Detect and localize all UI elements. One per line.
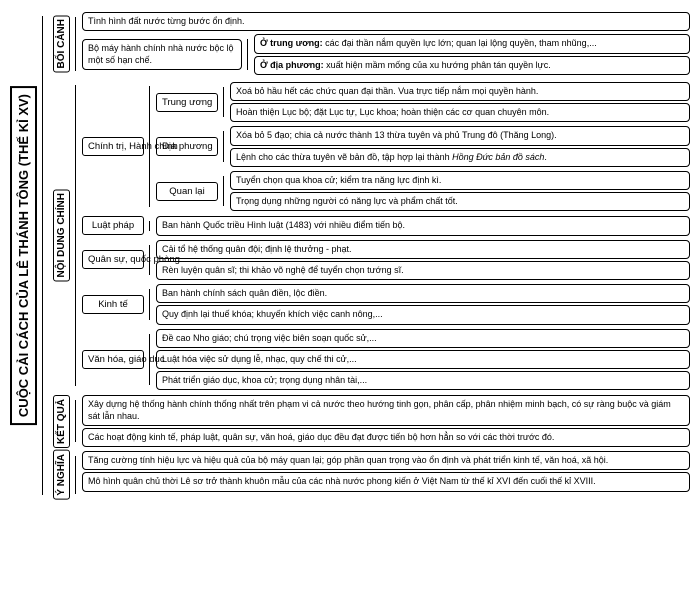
subgroup: Kinh tế: [82, 295, 144, 314]
leaf: Phát triển giáo dục, khoa cử; trọng dụng…: [156, 371, 690, 390]
leaf: Lệnh cho các thừa tuyên vẽ bản đồ, tập h…: [230, 148, 690, 167]
subsub: Quan lại: [156, 182, 218, 201]
leaf: Ban hành Quốc triều Hình luật (1483) với…: [156, 216, 690, 235]
subgroup: Chính trị, Hành chính: [82, 137, 144, 156]
section-title: NỘI DUNG CHÍNH: [53, 189, 70, 281]
leaf: Cải tổ hệ thống quân đội; định lệ thưởng…: [156, 240, 690, 259]
root-title: CUỘC CẢI CÁCH CỦA LÊ THÁNH TÔNG (THẾ KỈ …: [10, 86, 37, 425]
subgroup: Văn hóa, giáo dục: [82, 350, 144, 369]
leaf: Ở địa phương: xuất hiện mầm mống của xu …: [254, 56, 690, 75]
leaf: Các hoạt động kinh tế, pháp luật, quân s…: [82, 428, 690, 447]
leaf: Mô hình quân chủ thời Lê sơ trở thành kh…: [82, 472, 690, 491]
leaf: Quy định lại thuế khóa; khuyến khích việ…: [156, 305, 690, 324]
section-noi-dung-chinh: NỘI DUNG CHÍNH Chính trị, Hành chính Tru…: [53, 79, 690, 393]
leaf: Trọng dụng những người có năng lực và ph…: [230, 192, 690, 211]
leaf: Ban hành chính sách quân điền, lộc điền.: [156, 284, 690, 303]
txt: các đại thần nắm quyền lực lớn; quan lại…: [325, 38, 597, 48]
leaf: Tuyển chọn qua khoa cử; kiểm tra năng lự…: [230, 171, 690, 190]
mindmap-root: CUỘC CẢI CÁCH CỦA LÊ THÁNH TÔNG (THẾ KỈ …: [10, 10, 690, 501]
leaf: Rèn luyện quân sĩ; thi khảo võ nghệ để t…: [156, 261, 690, 280]
section-title: KẾT QUẢ: [53, 395, 70, 448]
section-boi-canh: BỐI CẢNH Tình hình đất nước từng bước ổn…: [53, 11, 690, 77]
section-title: BỐI CẢNH: [53, 15, 70, 72]
section-y-nghia: Ý NGHĨA Tăng cường tính hiệu lực và hiệu…: [53, 450, 690, 500]
leaf: Đề cao Nho giáo; chú trọng việc biên soạ…: [156, 329, 690, 348]
leaf: Xoá bỏ hầu hết các chức quan đại thần. V…: [230, 82, 690, 101]
subgroup: Quân sự, quốc phòng: [82, 250, 144, 269]
leaf: Tăng cường tính hiệu lực và hiệu quả của…: [82, 451, 690, 470]
subsub: Địa phương: [156, 137, 218, 156]
leaf: Xây dựng hệ thống hành chính thống nhất …: [82, 395, 690, 426]
subsub: Trung ương: [156, 93, 218, 112]
leaf: Hoàn thiện Lục bộ; đặt Lục tự, Lục khoa;…: [230, 103, 690, 122]
leaf: Xóa bỏ 5 đạo; chia cả nước thành 13 thừa…: [230, 126, 690, 145]
leaf: Luật hóa việc sử dụng lễ, nhạc, quy chế …: [156, 350, 690, 369]
leaf: Tình hình đất nước từng bước ổn định.: [82, 12, 690, 31]
section-title: Ý NGHĨA: [53, 450, 70, 500]
subgroup: Luật pháp: [82, 216, 144, 235]
leaf: Bộ máy hành chính nhà nước bộc lộ một số…: [82, 39, 242, 70]
txt: xuất hiện mầm mống của xu hướng phân tán…: [326, 60, 551, 70]
leaf: Ở trung ương: các đại thần nắm quyền lực…: [254, 34, 690, 53]
section-ket-qua: KẾT QUẢ Xây dựng hệ thống hành chính thố…: [53, 394, 690, 448]
